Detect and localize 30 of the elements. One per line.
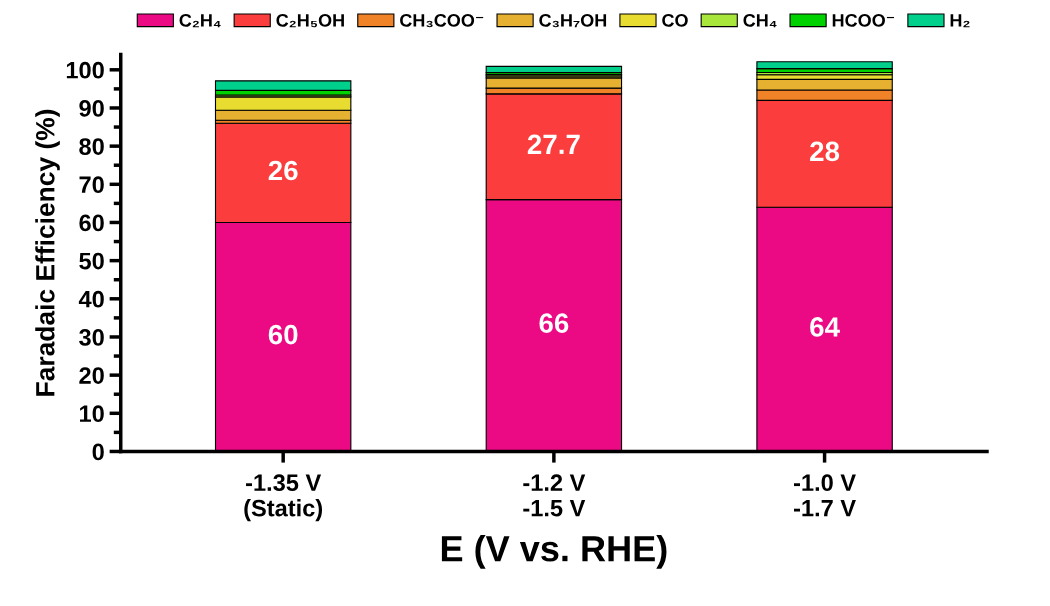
data-label: 26 [268, 160, 298, 181]
legend-label: CO [662, 14, 688, 27]
legend-label: C₂H₅OH [276, 14, 344, 28]
x-tick-label: -1.35 V (Static) [244, 474, 323, 522]
legend-label: HCOO⁻ [832, 14, 895, 27]
legend-label: CH₄ [743, 14, 777, 28]
y-tick-label: 30 [79, 329, 104, 346]
y-axis-title: Faradaic Efficiency (%) [35, 109, 60, 396]
data-label: 64 [810, 317, 840, 337]
y-tick-label: 40 [78, 290, 104, 308]
x-tick-label: -1.2 V -1.5 V [523, 474, 586, 517]
y-tick-label: 60 [79, 214, 104, 232]
x-axis-title: E (V vs. RHE) [441, 535, 667, 569]
y-tick-label: 70 [79, 176, 104, 194]
legend-label: CH₃COO⁻ [400, 14, 484, 28]
y-tick-label: 90 [79, 100, 104, 117]
legend-label: H₂ [950, 14, 970, 28]
data-label: 27.7 [527, 134, 580, 154]
y-tick-label: 10 [80, 405, 104, 423]
y-tick-label: 20 [79, 367, 104, 384]
y-tick-label: 0 [92, 443, 104, 461]
y-tick-label: 80 [79, 138, 104, 155]
legend-label: C₃H₇OH [539, 14, 607, 28]
data-label: 28 [810, 141, 840, 162]
data-label: 60 [268, 324, 298, 345]
data-label: 66 [539, 313, 569, 333]
legend-label: C₂H₄ [179, 14, 221, 28]
y-tick-label: 100 [66, 61, 104, 79]
y-tick-label: 50 [79, 252, 104, 270]
x-tick-label: -1.0 V -1.7 V [794, 474, 856, 517]
